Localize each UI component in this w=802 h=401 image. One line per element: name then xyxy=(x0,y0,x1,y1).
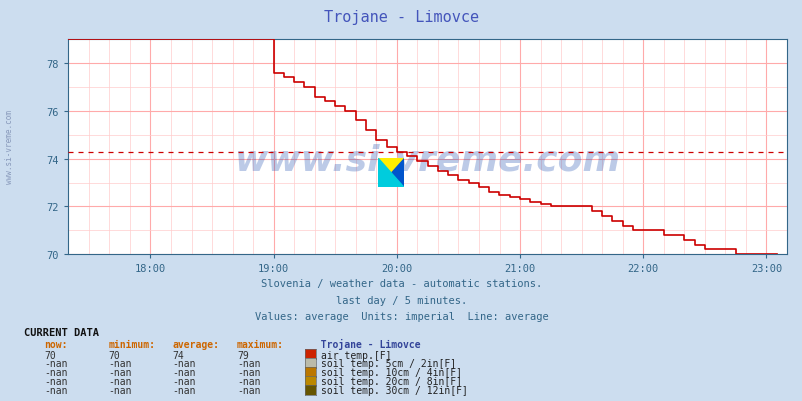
Text: now:: now: xyxy=(44,339,67,349)
Text: -nan: -nan xyxy=(108,376,132,386)
Text: -nan: -nan xyxy=(172,385,196,395)
Text: www.si-vreme.com: www.si-vreme.com xyxy=(5,109,14,183)
Text: -nan: -nan xyxy=(172,376,196,386)
Text: -nan: -nan xyxy=(108,358,132,369)
Text: -nan: -nan xyxy=(237,376,260,386)
Text: soil temp. 5cm / 2in[F]: soil temp. 5cm / 2in[F] xyxy=(321,358,456,369)
Text: -nan: -nan xyxy=(108,367,132,377)
Text: soil temp. 30cm / 12in[F]: soil temp. 30cm / 12in[F] xyxy=(321,385,468,395)
Text: soil temp. 10cm / 4in[F]: soil temp. 10cm / 4in[F] xyxy=(321,367,462,377)
Text: -nan: -nan xyxy=(237,367,260,377)
Text: -nan: -nan xyxy=(44,376,67,386)
Text: minimum:: minimum: xyxy=(108,339,156,349)
Text: last day / 5 minutes.: last day / 5 minutes. xyxy=(335,295,467,305)
Text: www.si-vreme.com: www.si-vreme.com xyxy=(234,143,620,177)
Text: Trojane - Limovce: Trojane - Limovce xyxy=(309,338,420,349)
Text: CURRENT DATA: CURRENT DATA xyxy=(24,327,99,337)
Text: Trojane - Limovce: Trojane - Limovce xyxy=(323,10,479,25)
Text: 79: 79 xyxy=(237,350,249,360)
Text: -nan: -nan xyxy=(237,385,260,395)
Text: -nan: -nan xyxy=(172,367,196,377)
Text: Slovenia / weather data - automatic stations.: Slovenia / weather data - automatic stat… xyxy=(261,279,541,289)
Text: air temp.[F]: air temp.[F] xyxy=(321,350,391,360)
Polygon shape xyxy=(378,159,403,188)
Text: Values: average  Units: imperial  Line: average: Values: average Units: imperial Line: av… xyxy=(254,311,548,321)
Text: -nan: -nan xyxy=(108,385,132,395)
Text: average:: average: xyxy=(172,339,220,349)
Text: 70: 70 xyxy=(108,350,120,360)
Text: -nan: -nan xyxy=(44,358,67,369)
Polygon shape xyxy=(378,159,403,188)
Text: -nan: -nan xyxy=(237,358,260,369)
Text: -nan: -nan xyxy=(172,358,196,369)
Text: 70: 70 xyxy=(44,350,56,360)
Text: maximum:: maximum: xyxy=(237,339,284,349)
Polygon shape xyxy=(378,159,403,188)
Text: soil temp. 20cm / 8in[F]: soil temp. 20cm / 8in[F] xyxy=(321,376,462,386)
Text: 74: 74 xyxy=(172,350,184,360)
Text: -nan: -nan xyxy=(44,385,67,395)
Text: -nan: -nan xyxy=(44,367,67,377)
